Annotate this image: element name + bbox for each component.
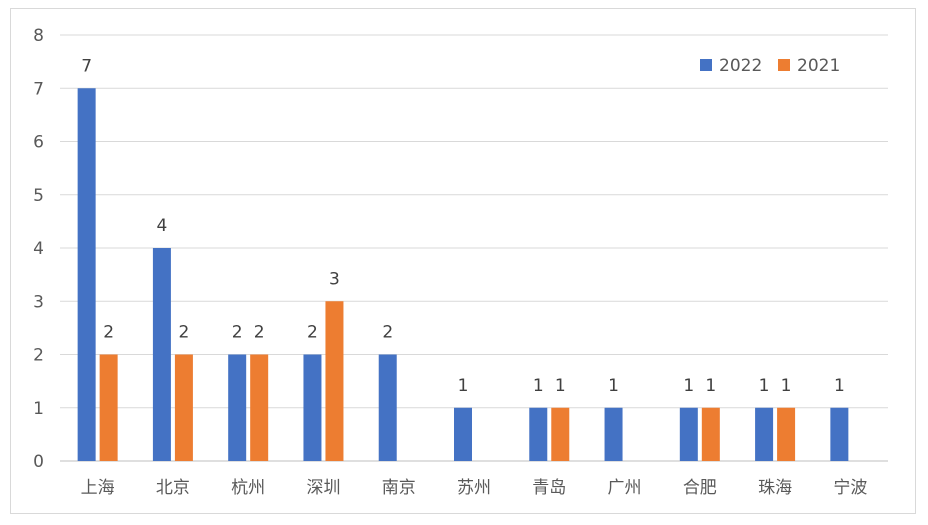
legend: 2022 2021	[700, 56, 840, 76]
data-label-2022-1: 4	[156, 216, 167, 236]
data-label-2022-6: 1	[533, 376, 544, 396]
y-tick-label: 6	[33, 133, 44, 153]
bar-2021-0	[99, 354, 118, 461]
data-label-2021-3: 3	[329, 269, 340, 289]
bar-2022-7	[604, 407, 623, 461]
category-label: 珠海	[758, 478, 792, 498]
category-label: 上海	[81, 478, 115, 498]
category-label: 青岛	[532, 478, 566, 498]
y-tick-label: 5	[33, 186, 44, 206]
data-label-2021-1: 2	[178, 323, 189, 343]
bar-2022-8	[679, 407, 698, 461]
y-tick-label: 0	[33, 452, 44, 472]
bar-2021-6	[551, 407, 570, 461]
y-tick-label: 7	[33, 79, 44, 99]
category-label: 宁波	[833, 478, 867, 498]
bar-2022-6	[529, 407, 548, 461]
data-label-2021-0: 2	[103, 323, 114, 343]
legend-label-2022: 2022	[719, 56, 762, 76]
data-label-2022-5: 1	[458, 376, 469, 396]
data-label-2022-7: 1	[608, 376, 619, 396]
x-axis-categories: 上海 北京 杭州 深圳 南京 苏州 青岛 广州 合肥 珠海 宁波	[81, 478, 868, 498]
data-label-2021-6: 1	[555, 376, 566, 396]
y-tick-label: 3	[33, 292, 44, 312]
legend-swatch-2021	[778, 59, 790, 71]
legend-label-2021: 2021	[797, 56, 840, 76]
data-label-2022-10: 1	[834, 376, 845, 396]
category-label: 南京	[382, 478, 416, 498]
y-tick-label: 2	[33, 346, 44, 366]
data-label-2022-0: 7	[81, 56, 92, 76]
data-label-2021-9: 1	[781, 376, 792, 396]
data-label-2022-2: 2	[232, 323, 243, 343]
data-label-2022-4: 2	[382, 323, 393, 343]
category-label: 北京	[156, 478, 190, 498]
category-label: 广州	[608, 478, 642, 498]
bar-2022-2	[228, 354, 247, 461]
gridlines	[60, 34, 888, 462]
category-label: 杭州	[231, 478, 265, 498]
bar-2022-3	[303, 354, 322, 461]
bar-2022-9	[755, 407, 774, 461]
y-tick-label: 1	[33, 399, 44, 419]
bar-2021-3	[325, 301, 344, 461]
bars	[77, 88, 849, 461]
data-label-2021-2: 2	[254, 323, 265, 343]
data-label-2022-8: 1	[683, 376, 694, 396]
bar-2021-2	[250, 354, 269, 461]
legend-swatch-2022	[700, 59, 712, 71]
data-label-2022-3: 2	[307, 323, 318, 343]
bar-2021-8	[701, 407, 720, 461]
bar-2022-0	[77, 88, 96, 461]
y-tick-label: 4	[33, 239, 44, 259]
bar-2021-1	[174, 354, 193, 461]
bar-2022-5	[454, 407, 472, 461]
bar-2022-1	[152, 248, 171, 461]
category-label: 深圳	[306, 478, 340, 498]
data-label-2022-9: 1	[759, 376, 770, 396]
category-label: 合肥	[683, 478, 717, 498]
bar-2021-9	[777, 407, 796, 461]
bar-2022-10	[830, 407, 849, 461]
category-label: 苏州	[457, 478, 491, 498]
y-axis-ticks: 0 1 2 3 4 5 6 7 8	[33, 26, 44, 472]
data-label-2021-8: 1	[705, 376, 716, 396]
bar-2022-4	[378, 354, 397, 461]
y-tick-label: 8	[33, 26, 44, 46]
